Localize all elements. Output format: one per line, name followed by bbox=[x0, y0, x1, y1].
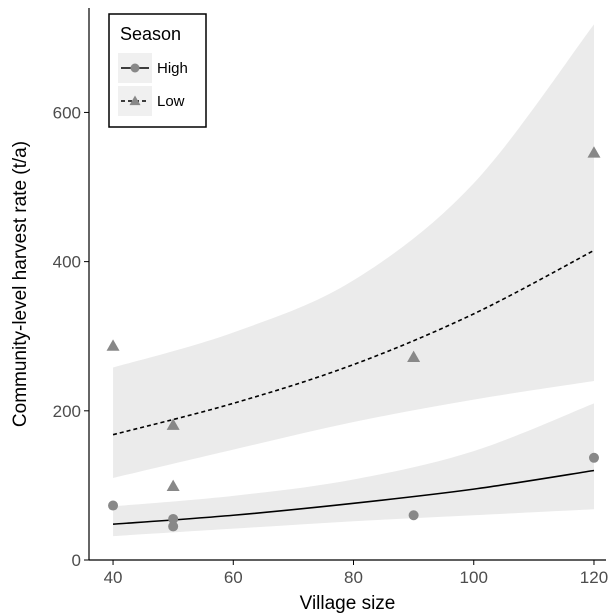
point-low-1 bbox=[166, 418, 180, 430]
point-high-3 bbox=[408, 510, 419, 521]
x-tick-label-100: 100 bbox=[460, 568, 488, 587]
point-high-1 bbox=[168, 513, 179, 524]
point-high-4 bbox=[588, 452, 599, 463]
point-high-2 bbox=[168, 521, 179, 532]
confidence-ribbons bbox=[113, 24, 594, 537]
x-axis-label: Village size bbox=[300, 593, 396, 614]
legend-label-high: High bbox=[157, 60, 188, 77]
y-tick-label-600: 600 bbox=[53, 103, 81, 122]
point-high-0 bbox=[108, 500, 119, 511]
x-tick-label-40: 40 bbox=[104, 568, 123, 587]
legend: Season High Low bbox=[108, 13, 207, 128]
legend-label-low: Low bbox=[157, 93, 185, 110]
y-tick-label-0: 0 bbox=[72, 551, 81, 570]
y-axis-label: Community-level harvest rate (t/a) bbox=[10, 141, 31, 427]
point-low-2 bbox=[166, 479, 180, 492]
y-tick-label-400: 400 bbox=[53, 253, 81, 272]
y-tick-label-200: 200 bbox=[53, 402, 81, 421]
point-low-3 bbox=[407, 350, 421, 362]
ci-ribbon-low bbox=[113, 24, 594, 478]
axes: 40 60 80 100 120 0 200 400 600 bbox=[53, 8, 608, 587]
fit-lines bbox=[112, 249, 595, 525]
legend-marker-high bbox=[130, 63, 140, 73]
point-low-4 bbox=[587, 146, 601, 158]
ci-ribbon-high bbox=[113, 403, 594, 537]
x-tick-label-60: 60 bbox=[224, 568, 243, 587]
fit-line-high bbox=[112, 469, 595, 525]
legend-title: Season bbox=[120, 24, 181, 44]
x-tick-label-120: 120 bbox=[580, 568, 608, 587]
point-low-0 bbox=[106, 339, 120, 351]
data-points bbox=[106, 146, 601, 532]
x-tick-label-80: 80 bbox=[344, 568, 363, 587]
legend-marker-low bbox=[129, 95, 141, 106]
